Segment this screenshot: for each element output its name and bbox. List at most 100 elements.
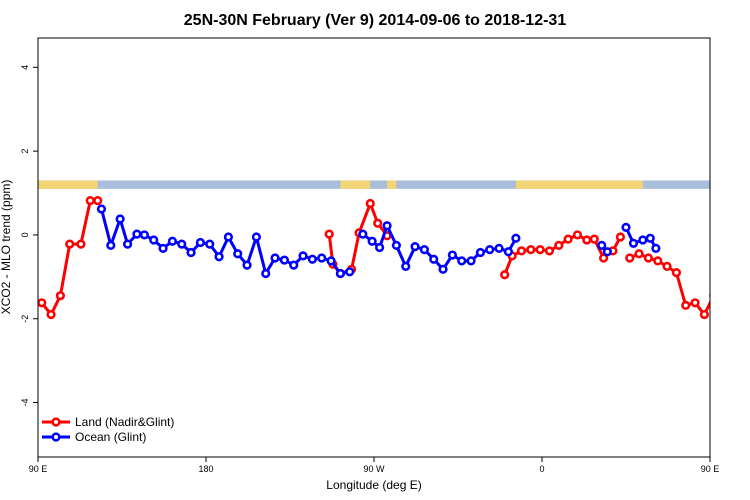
data-point <box>205 239 215 249</box>
land-strip-segment <box>340 180 371 189</box>
data-point <box>261 268 271 279</box>
data-point <box>638 235 648 245</box>
data-point <box>563 234 573 244</box>
data-point <box>65 239 75 249</box>
data-point <box>671 268 682 278</box>
data-point <box>554 240 564 251</box>
data-point <box>85 195 95 206</box>
data-point <box>46 309 56 320</box>
data-point <box>494 243 504 253</box>
data-point <box>317 253 327 263</box>
data-point <box>681 300 691 310</box>
data-point <box>93 195 103 206</box>
land-strip-segment <box>38 180 98 189</box>
data-point <box>233 249 243 259</box>
data-point <box>709 292 710 299</box>
data-point <box>76 239 86 249</box>
data-point <box>195 237 205 248</box>
data-point <box>653 256 663 266</box>
data-point <box>720 241 727 248</box>
data-point <box>324 229 334 239</box>
data-point <box>345 267 355 277</box>
data-point <box>597 240 607 251</box>
land-strip-segment <box>387 180 397 189</box>
data-point <box>643 253 654 263</box>
data-point <box>500 270 510 280</box>
data-point <box>419 244 430 255</box>
series-line <box>327 202 389 275</box>
data-point <box>634 249 644 259</box>
data-point <box>375 242 385 253</box>
data-point <box>270 253 280 263</box>
legend-marker <box>51 417 61 427</box>
legend-label: Land (Nadir&Glint) <box>75 415 174 429</box>
y-tick-label: -4 <box>20 399 30 407</box>
data-point <box>699 309 710 320</box>
data-point <box>373 218 383 228</box>
data-point <box>401 261 411 271</box>
x-tick-label: 0 <box>539 464 544 474</box>
y-tick-label: 0 <box>20 232 30 237</box>
data-point <box>55 291 66 301</box>
ocean-strip <box>38 180 710 189</box>
data-point <box>122 239 133 249</box>
data-point <box>511 233 521 243</box>
data-point <box>572 230 583 240</box>
data-point <box>391 240 402 251</box>
data-point <box>625 253 635 263</box>
legend-marker <box>51 432 61 442</box>
data-point <box>139 230 149 240</box>
series-land <box>38 195 747 320</box>
legend: Land (Nadir&Glint)Ocean (Glint) <box>42 415 174 444</box>
data-point <box>621 222 631 232</box>
data-point <box>335 268 346 279</box>
data-point <box>115 214 125 224</box>
data-point <box>503 247 514 257</box>
data-point <box>582 235 592 245</box>
series-ocean <box>96 204 661 279</box>
data-point <box>251 232 261 242</box>
data-point <box>438 264 448 274</box>
data-point <box>662 261 672 271</box>
data-point <box>158 243 168 253</box>
data-point <box>106 240 116 251</box>
x-axis-label: Longitude (deg E) <box>326 478 421 492</box>
data-point <box>242 260 252 270</box>
data-point <box>365 198 375 209</box>
data-point <box>628 238 639 248</box>
legend-label: Ocean (Glint) <box>75 430 146 444</box>
data-point <box>96 204 107 214</box>
data-point <box>485 244 495 255</box>
data-point <box>602 247 612 257</box>
data-point <box>740 197 747 204</box>
data-point <box>177 239 187 249</box>
data-point <box>279 255 290 265</box>
data-point <box>516 246 527 256</box>
data-point <box>214 252 224 262</box>
data-point <box>598 253 609 263</box>
x-tick-label: 90 W <box>363 464 385 474</box>
data-point <box>289 260 299 270</box>
data-point <box>410 242 420 252</box>
data-point <box>429 254 439 264</box>
data-point <box>167 236 177 246</box>
series-line <box>40 199 98 316</box>
chart-title: 25N-30N February (Ver 9) 2014-09-06 to 2… <box>184 12 567 29</box>
data-point <box>149 235 159 245</box>
data-point <box>367 236 377 246</box>
y-tick-label: -2 <box>20 315 30 323</box>
data-point <box>457 256 467 266</box>
land-strip-segment <box>515 180 643 189</box>
data-point <box>382 221 392 231</box>
data-point <box>447 250 458 260</box>
data-point <box>38 298 47 308</box>
data-point <box>645 233 655 243</box>
data-point <box>589 234 599 244</box>
data-point <box>475 247 486 258</box>
data-point <box>690 298 700 308</box>
data-point <box>651 243 661 253</box>
data-point <box>535 244 545 255</box>
data-point <box>132 229 142 239</box>
y-axis-label: XCO2 - MLO trend (ppm) <box>0 180 13 315</box>
